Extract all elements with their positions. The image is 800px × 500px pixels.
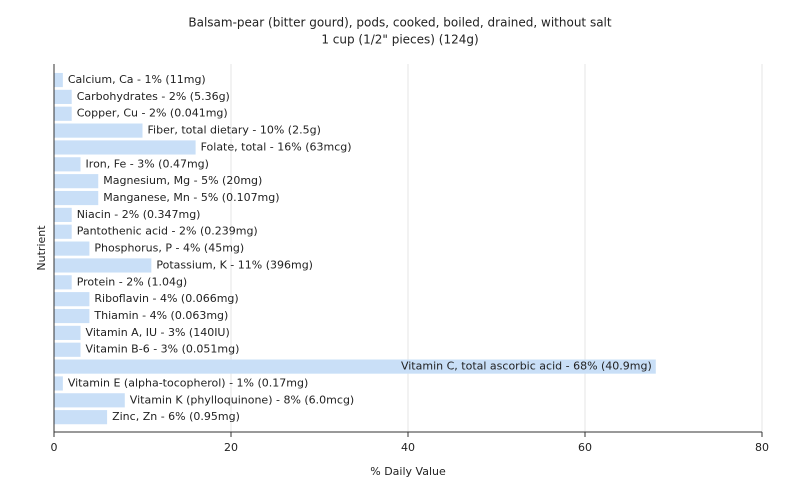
bar (54, 207, 72, 222)
bar (54, 190, 99, 206)
chart-subtitle: 1 cup (1/2" pieces) (124g) (321, 33, 478, 47)
value-label: Folate, total - 16% (63mcg) (201, 140, 352, 153)
bar (54, 224, 72, 239)
bar (54, 157, 81, 172)
bar (54, 174, 99, 189)
value-label: Iron, Fe - 3% (0.47mg) (86, 157, 209, 170)
value-label: Copper, Cu - 2% (0.041mg) (77, 107, 228, 120)
value-label: Vitamin C, total ascorbic acid - 68% (40… (401, 360, 652, 373)
value-label: Protein - 2% (1.04g) (77, 275, 188, 288)
bar (54, 258, 152, 273)
x-tick-label: 20 (224, 441, 238, 454)
bar (54, 342, 81, 357)
value-label: Thiamin - 4% (0.063mg) (93, 309, 228, 322)
bar (54, 123, 143, 138)
bar (54, 393, 125, 408)
bar (54, 410, 108, 425)
value-label: Magnesium, Mg - 5% (20mg) (103, 174, 262, 187)
value-label: Vitamin B-6 - 3% (0.051mg) (86, 343, 240, 356)
bar (54, 376, 63, 391)
value-label: Vitamin A, IU - 3% (140IU) (86, 326, 230, 339)
value-label: Potassium, K - 11% (396mg) (156, 258, 313, 271)
bar (54, 140, 196, 155)
value-label: Manganese, Mn - 5% (0.107mg) (103, 191, 279, 204)
value-label: Vitamin K (phylloquinone) - 8% (6.0mcg) (130, 393, 354, 406)
bar (54, 275, 72, 290)
value-label: Phosphorus, P - 4% (45mg) (94, 242, 244, 255)
x-tick-label: 40 (401, 441, 415, 454)
value-label: Vitamin E (alpha-tocopherol) - 1% (0.17m… (68, 376, 308, 389)
y-axis-label: Nutrient (35, 225, 48, 271)
value-label: Riboflavin - 4% (0.066mg) (94, 292, 238, 305)
value-label: Carbohydrates - 2% (5.36g) (77, 90, 230, 103)
bar (54, 359, 656, 374)
x-axis-label: % Daily Value (370, 465, 446, 478)
bar (54, 292, 90, 307)
bar (54, 308, 90, 324)
x-tick-label: 60 (578, 441, 592, 454)
value-label: Niacin - 2% (0.347mg) (77, 208, 201, 221)
x-tick-label: 80 (755, 441, 769, 454)
bar (54, 89, 72, 104)
bar (54, 325, 81, 340)
value-label: Fiber, total dietary - 10% (2.5g) (148, 124, 321, 137)
x-tick-label: 0 (51, 441, 58, 454)
value-label: Pantothenic acid - 2% (0.239mg) (77, 225, 258, 238)
value-label: Calcium, Ca - 1% (11mg) (68, 73, 206, 86)
value-label: Zinc, Zn - 6% (0.95mg) (112, 410, 240, 423)
bar (54, 106, 72, 121)
bar (54, 72, 63, 88)
bar (54, 241, 90, 256)
chart-title: Balsam-pear (bitter gourd), pods, cooked… (188, 16, 612, 30)
